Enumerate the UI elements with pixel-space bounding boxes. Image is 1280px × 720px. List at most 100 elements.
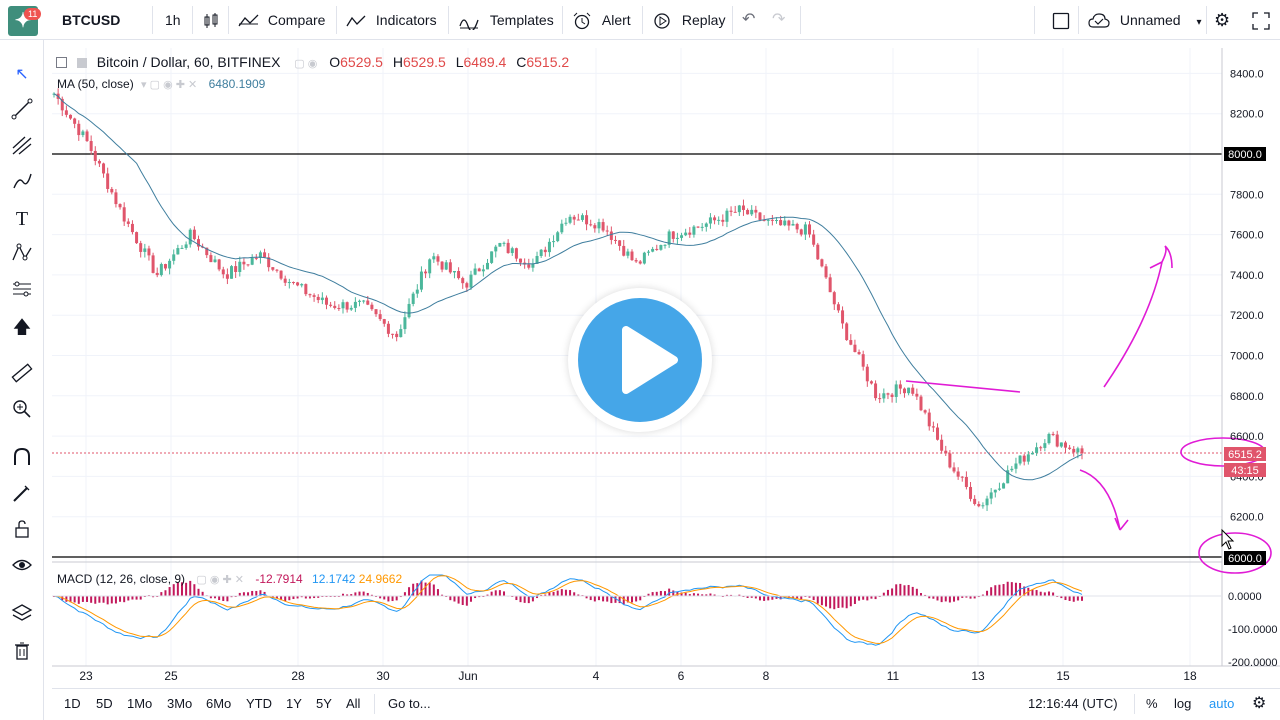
candle-body: [81, 131, 85, 136]
trash-icon[interactable]: [9, 640, 35, 666]
macd-hist-bar: [523, 596, 526, 603]
candle-body: [267, 257, 271, 268]
macd-hist-bar: [255, 590, 258, 596]
macd-tick-label: 0.0000: [1228, 591, 1262, 603]
range-1y[interactable]: 1Y: [286, 696, 302, 711]
countdown-label-bg: [1224, 463, 1266, 477]
candle-body: [960, 476, 964, 478]
redo-icon[interactable]: ↷: [772, 11, 786, 28]
gear-icon[interactable]: ⚙: [1252, 695, 1267, 712]
auto-toggle[interactable]: auto: [1209, 696, 1235, 711]
candle-body: [1006, 470, 1010, 484]
macd-hist-bar: [986, 590, 989, 596]
ma-title[interactable]: MA (50, close): [57, 77, 134, 91]
annotation-down-arrow[interactable]: [1079, 469, 1129, 531]
candle-body: [593, 225, 597, 229]
macd-hist-bar: [845, 596, 848, 609]
open-label: O: [329, 54, 341, 70]
video-play-button[interactable]: [568, 288, 712, 432]
candle-body: [572, 216, 576, 220]
magnet-icon[interactable]: [9, 446, 35, 472]
macd-hist-bar: [69, 596, 72, 603]
macd-hist-bar: [98, 596, 101, 603]
chart-style-button[interactable]: [202, 0, 220, 40]
pitchfork-icon[interactable]: [9, 134, 35, 160]
undo-icon[interactable]: ↶: [742, 11, 756, 28]
candle-body: [717, 219, 721, 221]
macd-hist-bar: [874, 596, 877, 600]
legend-buttons[interactable]: ▢ ◉: [294, 58, 318, 70]
candle-body: [857, 352, 861, 355]
range-5d[interactable]: 5D: [96, 696, 113, 711]
indicators-button[interactable]: Indicators: [346, 0, 437, 40]
hand-drawn-annotations[interactable]: [905, 245, 1272, 574]
range-3mo[interactable]: 3Mo: [167, 696, 193, 711]
trend-line-icon[interactable]: [9, 98, 35, 124]
fullscreen-layout-button[interactable]: [1052, 0, 1070, 40]
percent-toggle[interactable]: %: [1146, 696, 1158, 711]
lock-icon[interactable]: [9, 518, 35, 544]
range-6mo[interactable]: 6Mo: [206, 696, 232, 711]
log-toggle[interactable]: log: [1174, 696, 1192, 711]
ma-legend: MA (50, close) ▾ ▢ ◉ ✚ ✕ 6480.1909: [57, 77, 265, 91]
candle-body: [411, 293, 415, 304]
eye-icon[interactable]: [9, 554, 35, 580]
pattern-icon[interactable]: [9, 242, 35, 268]
compare-button[interactable]: Compare: [238, 0, 325, 40]
macd-hist-bar: [1047, 591, 1050, 596]
brush-icon[interactable]: [9, 170, 35, 196]
alert-button[interactable]: Alert: [572, 0, 631, 40]
layers-icon[interactable]: [9, 602, 35, 628]
candle-body: [667, 231, 671, 245]
macd-hist-bar: [358, 591, 361, 596]
prediction-icon[interactable]: [9, 278, 35, 304]
candle-body: [378, 314, 382, 320]
range-1d[interactable]: 1D: [64, 696, 81, 711]
candle-body: [1022, 455, 1026, 462]
annotation-resistance-line[interactable]: [905, 380, 1021, 393]
annotation-6000-circle[interactable]: [1198, 532, 1272, 574]
templates-button[interactable]: Templates: [458, 0, 554, 40]
text-tool-icon[interactable]: T: [15, 208, 29, 230]
gear-icon[interactable]: ⚙: [1214, 10, 1231, 30]
fullscreen-button[interactable]: [1252, 0, 1270, 40]
macd-hist-bar: [209, 596, 212, 599]
arrow-up-icon[interactable]: 🡅: [12, 317, 32, 337]
ruler-icon[interactable]: [9, 362, 35, 388]
pencil-lock-icon[interactable]: [9, 482, 35, 508]
candle-body: [506, 242, 510, 254]
replay-button[interactable]: Replay: [652, 0, 725, 40]
utc-clock[interactable]: 12:16:44 (UTC): [1028, 696, 1118, 711]
candle-body: [135, 232, 139, 244]
range-all[interactable]: All: [346, 696, 361, 711]
range-ytd[interactable]: YTD: [246, 696, 272, 711]
macd-hist-bar: [346, 594, 349, 596]
macd-axis[interactable]: 0.0000 -100.0000 -200.0000: [1228, 591, 1278, 669]
hline-upper-label: 8000.0: [1228, 149, 1262, 161]
layout-save-button[interactable]: Unnamed ▾: [1088, 0, 1202, 40]
macd-hist-bar: [81, 596, 84, 602]
macd-title[interactable]: MACD (12, 26, close, 9): [57, 572, 186, 586]
goto-button[interactable]: Go to...: [388, 696, 431, 711]
annotation-up-arrow[interactable]: [1103, 245, 1173, 388]
candle-body: [1051, 433, 1055, 435]
macd-hist-bar: [300, 596, 303, 598]
ma-buttons[interactable]: ▾ ▢ ◉ ✚ ✕: [141, 79, 198, 91]
macd-hist-bar: [494, 590, 497, 596]
interval-button[interactable]: 1h: [165, 12, 181, 28]
candle-body: [547, 241, 551, 253]
collapse-icon[interactable]: [56, 56, 67, 68]
time-axis[interactable]: 23 25 28 30 Jun 4 6 8 11 13 15 18: [79, 669, 1197, 683]
range-5y[interactable]: 5Y: [316, 696, 332, 711]
candle-body: [845, 323, 849, 341]
symbol-search[interactable]: BTCUSD: [62, 12, 121, 28]
candle-body: [630, 251, 634, 261]
templates-icon: [459, 19, 479, 31]
macd-buttons[interactable]: ▢ ◉ ✚ ✕: [196, 574, 244, 586]
cursor-icon[interactable]: ↖: [15, 66, 29, 83]
price-axis[interactable]: 8400.0 8200.0 7800.0 7600.0 7400.0 7200.0 7000…: [1230, 68, 1264, 523]
range-1mo[interactable]: 1Mo: [127, 696, 153, 711]
zoom-in-icon[interactable]: [9, 398, 35, 424]
series-title[interactable]: Bitcoin / Dollar, 60, BITFINEX: [96, 54, 281, 70]
candle-body: [613, 239, 617, 241]
